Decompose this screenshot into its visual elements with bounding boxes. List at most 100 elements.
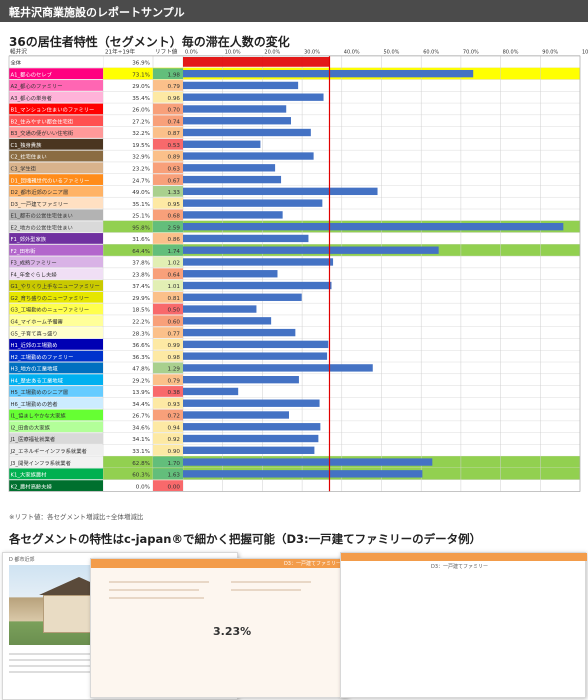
segment-bar <box>183 399 320 407</box>
segment-label-cell <box>9 362 103 374</box>
segment-lift: 0.70 <box>168 108 181 114</box>
segment-label-cell <box>9 386 103 397</box>
segment-label-cell <box>9 409 103 421</box>
segment-lift: 0.53 <box>168 143 181 149</box>
lift-cell <box>153 315 183 327</box>
segment-label-cell <box>9 350 103 362</box>
segment-label: J3_開発インフラ系就業者 <box>10 459 71 467</box>
segment-lift: 0.64 <box>168 272 181 278</box>
lift-cell <box>153 127 183 138</box>
segment-bar <box>183 93 324 101</box>
segment-lift: 1.01 <box>168 284 181 290</box>
segment-bar <box>183 470 423 478</box>
segment-label: D3_一戸建てファミリー <box>11 200 69 208</box>
segment-label: I1_協ましやかな大家族 <box>11 412 67 420</box>
segment-lift: 0.72 <box>168 414 180 420</box>
thumb-card3-header: D3：一戸建てファミリー <box>431 564 489 570</box>
lift-cell <box>153 268 183 280</box>
segment-label-cell <box>9 444 103 456</box>
segment-lift: 1.02 <box>168 261 180 267</box>
segment-ratio: 35.1% <box>132 202 150 208</box>
section-title-1: 36の居住者特性（セグメント）毎の滞在人数の変化 <box>9 35 290 49</box>
segment-chart: 軽井沢 21年÷19年 リフト値 0.0% 10.0% 20.0% 30.0% 40.0% 50… <box>8 48 588 492</box>
segment-label: D2_都市近郊のシニア層 <box>11 188 69 196</box>
segment-label-cell <box>9 138 103 150</box>
segment-ratio: 29.9% <box>132 296 150 302</box>
lift-cell <box>153 280 183 291</box>
segment-bar <box>183 81 299 90</box>
segment-bar <box>183 293 302 301</box>
lift-cell <box>153 303 183 315</box>
segment-lift: 0.90 <box>168 449 181 455</box>
thumb-card2-header: D3：一戸建てファミリー <box>283 561 341 567</box>
thumb-percent: 3.23% <box>213 625 252 638</box>
segment-lift: 0.68 <box>168 214 181 220</box>
segment-bar <box>183 270 278 278</box>
segment-label: H4_歴史ある工業地域 <box>11 376 64 384</box>
segment-ratio: 28.3% <box>132 331 150 337</box>
lift-cell <box>153 197 183 209</box>
segment-lift: 0.94 <box>168 425 181 431</box>
segment-ratio: 29.0% <box>132 84 150 90</box>
segment-bar <box>183 423 321 431</box>
segment-label-cell <box>9 327 103 338</box>
segment-lift: 0.74 <box>168 119 181 125</box>
report-thumbnails: D 都市近郊 D3：一戸建てファミリー 3.23% D3：一戸建てファミリー <box>0 548 588 700</box>
lift-cell <box>153 244 183 256</box>
segment-label: A2_都心のファミリー <box>11 83 63 90</box>
segment-ratio: 34.4% <box>132 402 150 408</box>
segment-label: H5_工場勤めのシニア層 <box>11 388 69 396</box>
segment-lift: 0.87 <box>168 131 181 137</box>
segment-ratio: 47.8% <box>132 367 150 373</box>
segment-label: C2_社宅住まい <box>11 153 47 161</box>
segment-bar <box>183 446 315 454</box>
segment-bar <box>183 222 564 231</box>
lift-cell <box>153 80 183 91</box>
segment-bar <box>183 352 328 360</box>
segment-label: A3_都心の単身者 <box>11 94 52 102</box>
segment-label: C3_学生街 <box>11 165 37 173</box>
x-tick-label: 50.0% <box>384 50 400 56</box>
segment-lift: 0.50 <box>168 308 181 314</box>
lift-cell <box>153 162 183 174</box>
segment-ratio: 23.2% <box>132 167 150 173</box>
segment-label-cell <box>9 115 103 127</box>
segment-label: F1_郊外型家族 <box>11 235 47 243</box>
lift-cell <box>153 291 183 303</box>
segment-ratio: 37.8% <box>132 261 150 267</box>
segment-label: 全体 <box>11 59 22 67</box>
segment-ratio: 32.9% <box>132 155 150 161</box>
segment-label: B3_交通の便がいい住宅街 <box>11 129 74 137</box>
segment-label: H3_地方の工業地域 <box>11 365 59 373</box>
segment-ratio: 23.8% <box>132 272 150 278</box>
segment-label: B1_マンション住まいのファミリー <box>11 106 95 114</box>
segment-lift: 1.63 <box>168 473 181 479</box>
lift-cell <box>153 68 183 80</box>
lift-cell <box>153 374 183 386</box>
lift-cell <box>153 150 183 162</box>
segment-label-cell <box>9 397 103 409</box>
segment-lift: 0.79 <box>168 378 181 384</box>
x-tick-label: 70.0% <box>463 50 479 56</box>
lift-cell <box>153 115 183 127</box>
segment-ratio: 36.6% <box>132 343 150 349</box>
segment-ratio: 26.0% <box>132 108 150 114</box>
lift-cell <box>153 91 183 103</box>
segment-bar <box>183 375 299 384</box>
segment-label-cell <box>9 91 103 103</box>
x-tick-label: 0.0% <box>185 50 198 56</box>
segment-lift: 0.79 <box>168 84 181 90</box>
segment-ratio: 27.2% <box>132 119 150 125</box>
x-tick-label: 40.0% <box>344 50 360 56</box>
segment-label-cell <box>9 150 103 162</box>
segment-bar <box>183 187 378 196</box>
segment-bar <box>183 199 323 207</box>
lift-cell <box>153 256 183 268</box>
segment-label-cell <box>9 162 103 174</box>
segment-label-cell <box>9 268 103 280</box>
segment-ratio: 25.1% <box>132 214 150 220</box>
total-bar <box>183 57 330 67</box>
segment-lift: 0.67 <box>168 178 181 184</box>
segment-lift: 0.63 <box>168 167 181 173</box>
segment-bar <box>183 281 332 290</box>
